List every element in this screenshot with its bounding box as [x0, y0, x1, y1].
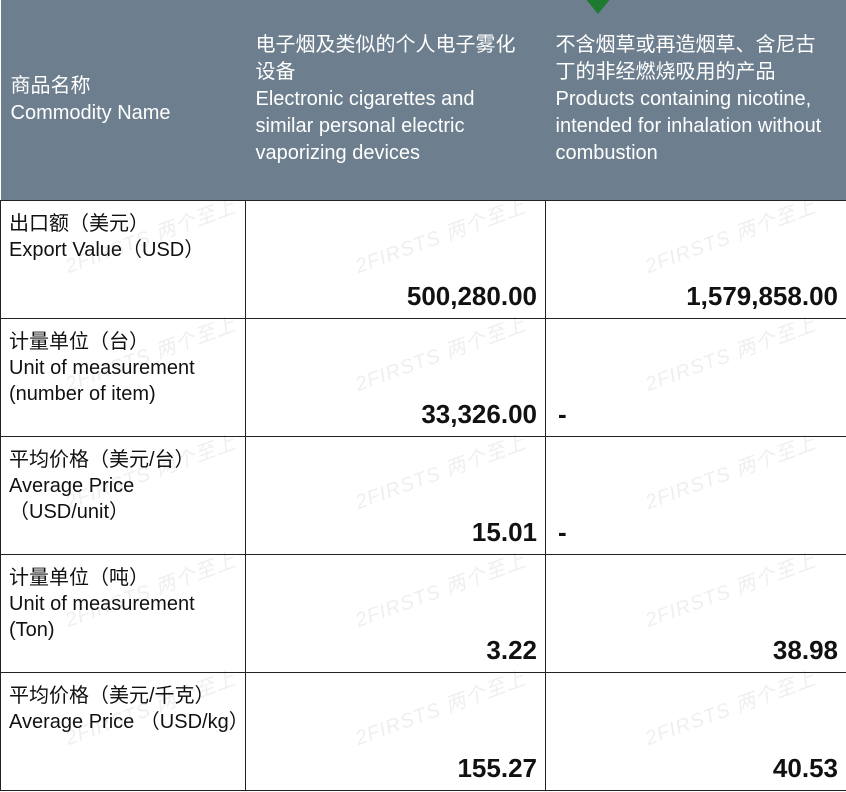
row-label-cn: 计量单位（吨）	[9, 565, 239, 591]
header-col-ecig-cn: 电子烟及类似的个人电子雾化设备	[256, 32, 532, 86]
cell-value-nicotine: -	[546, 436, 846, 554]
row-label: 平均价格（美元/台）Average Price （USD/unit）	[1, 436, 246, 554]
cell-value-nicotine: 40.53	[546, 672, 846, 790]
commodity-export-table: 商品名称 Commodity Name 电子烟及类似的个人电子雾化设备 Elec…	[0, 0, 846, 791]
row-label-cn: 平均价格（美元/千克）	[9, 683, 239, 709]
row-label-cn: 出口额（美元）	[9, 211, 239, 237]
row-label: 出口额（美元） Export Value（USD）	[1, 200, 246, 318]
cell-value-nicotine: 38.98	[546, 554, 846, 672]
table-header-row: 商品名称 Commodity Name 电子烟及类似的个人电子雾化设备 Elec…	[1, 0, 846, 200]
row-label: 平均价格（美元/千克）Average Price （USD/kg）	[1, 672, 246, 790]
cell-value-ecig: 155.27	[246, 672, 546, 790]
cell-value-ecig: 3.22	[246, 554, 546, 672]
highlight-arrow-icon	[580, 0, 616, 14]
header-col-nicotine: 不含烟草或再造烟草、含尼古丁的非经燃烧吸用的产品 Products contai…	[546, 0, 846, 200]
row-label-en: Average Price （USD/kg）	[9, 709, 239, 735]
table-row: 计量单位（吨）Unit of measurement (Ton)3.2238.9…	[1, 554, 846, 672]
cell-value-ecig: 500,280.00	[246, 200, 546, 318]
row-label-en: Unit of measurement (Ton)	[9, 591, 239, 643]
table-row: 出口额（美元） Export Value（USD）500,280.001,579…	[1, 200, 846, 318]
table-row: 平均价格（美元/台）Average Price （USD/unit）15.01-	[1, 436, 846, 554]
row-label-en: Average Price （USD/unit）	[9, 473, 239, 525]
table-body: 出口额（美元） Export Value（USD）500,280.001,579…	[1, 200, 846, 790]
header-commodity-name: 商品名称 Commodity Name	[1, 0, 246, 200]
row-label: 计量单位（吨）Unit of measurement (Ton)	[1, 554, 246, 672]
header-col-nicotine-cn: 不含烟草或再造烟草、含尼古丁的非经燃烧吸用的产品	[556, 32, 833, 86]
cell-value-nicotine: -	[546, 318, 846, 436]
row-label-cn: 平均价格（美元/台）	[9, 447, 239, 473]
header-col-ecig: 电子烟及类似的个人电子雾化设备 Electronic cigarettes an…	[246, 0, 546, 200]
header-col-nicotine-en: Products containing nicotine, intended f…	[556, 86, 833, 167]
header-commodity-name-en: Commodity Name	[11, 100, 232, 127]
cell-value-ecig: 15.01	[246, 436, 546, 554]
table-row: 平均价格（美元/千克）Average Price （USD/kg）155.274…	[1, 672, 846, 790]
header-col-ecig-en: Electronic cigarettes and similar person…	[256, 86, 532, 167]
header-commodity-name-cn: 商品名称	[11, 73, 232, 100]
row-label: 计量单位（台）Unit of measurement (number of it…	[1, 318, 246, 436]
row-label-en: Unit of measurement (number of item)	[9, 355, 239, 407]
row-label-cn: 计量单位（台）	[9, 329, 239, 355]
row-label-en: Export Value（USD）	[9, 237, 239, 263]
cell-value-nicotine: 1,579,858.00	[546, 200, 846, 318]
table-row: 计量单位（台）Unit of measurement (number of it…	[1, 318, 846, 436]
cell-value-ecig: 33,326.00	[246, 318, 546, 436]
